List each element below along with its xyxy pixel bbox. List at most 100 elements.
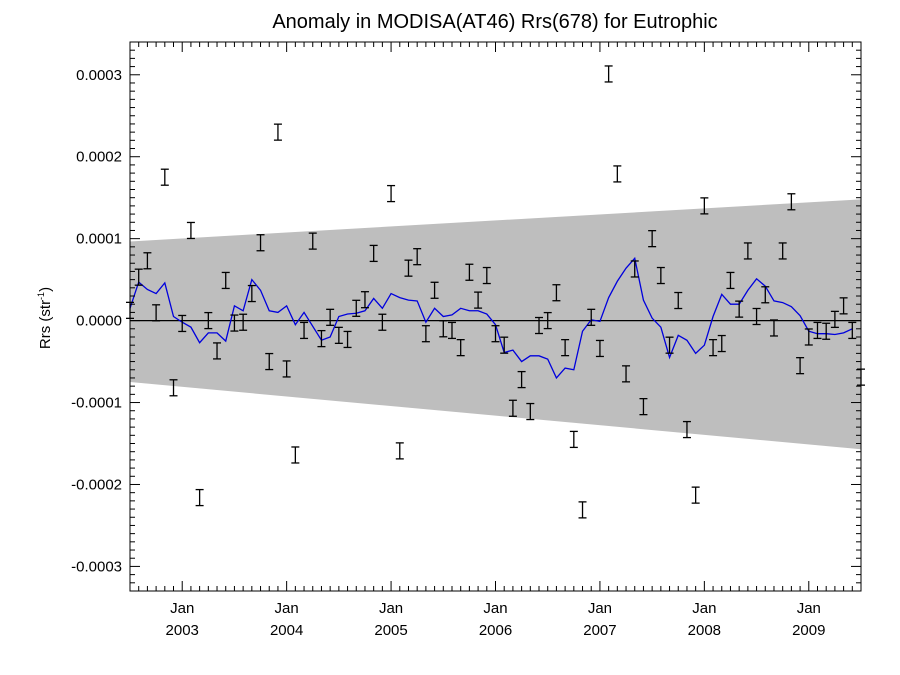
error-bar-point xyxy=(813,321,822,340)
x-tick-year-label: 2007 xyxy=(583,622,616,639)
error-bar-point xyxy=(761,286,770,304)
y-axis-label-superscript: -1 xyxy=(36,292,46,300)
error-bar-point xyxy=(352,299,361,317)
y-axis-label: Rrs (str-1) xyxy=(36,287,54,349)
error-bar-point xyxy=(230,314,239,332)
error-bar-point xyxy=(413,248,422,266)
error-bar-point xyxy=(256,234,265,252)
error-bar-point xyxy=(474,291,483,309)
error-bar-point xyxy=(595,339,604,358)
error-bar-point xyxy=(300,321,309,340)
error-bar-point xyxy=(709,338,718,357)
error-bar-point xyxy=(752,307,761,326)
error-bar-point xyxy=(769,319,778,337)
error-bar-point xyxy=(578,501,587,519)
x-tick-month-label: Jan xyxy=(275,600,299,617)
y-tick-label: -0.0002 xyxy=(71,476,122,493)
error-bar-point xyxy=(839,297,848,315)
error-bar-point xyxy=(848,321,857,340)
error-bar-point xyxy=(152,304,161,322)
error-bar-point xyxy=(273,123,282,141)
error-bar-point xyxy=(160,168,169,186)
x-tick-year-label: 2009 xyxy=(792,622,825,639)
error-bar-point xyxy=(378,313,387,331)
error-bar-point xyxy=(282,360,291,378)
error-bar-point xyxy=(656,266,665,285)
error-bar-point xyxy=(778,242,787,260)
error-bar-point xyxy=(456,338,465,357)
error-bar-point xyxy=(343,330,352,349)
error-bar-point xyxy=(178,314,187,333)
error-bar-point xyxy=(204,311,213,330)
error-bar-point xyxy=(439,320,448,338)
error-bar-point xyxy=(317,329,326,348)
error-bar-point xyxy=(421,325,430,343)
smoothed-anomaly-line xyxy=(129,256,853,380)
error-bar-point xyxy=(535,316,544,335)
error-bar-point xyxy=(334,326,343,344)
error-bar-point xyxy=(360,291,369,309)
x-tick-month-label: Jan xyxy=(692,600,716,617)
error-bar-point xyxy=(430,281,439,299)
x-tick-year-label: 2004 xyxy=(270,622,303,639)
error-bar-point xyxy=(561,338,570,357)
y-axis-label-suffix: ) xyxy=(37,287,54,292)
y-tick-layer: 0.0003 0.0002 0.0001 0.0000 -0.0001 -0.0002 -0… xyxy=(71,41,861,592)
error-bar-point xyxy=(630,260,639,278)
error-bar-point xyxy=(796,357,805,375)
x-tick-year-label: 2005 xyxy=(374,622,407,639)
error-bar-point xyxy=(186,221,195,240)
error-bar-point xyxy=(822,322,831,340)
error-bar-point xyxy=(613,165,622,183)
x-tick-year-label: 2003 xyxy=(166,622,199,639)
error-bar-point xyxy=(552,284,561,302)
error-bar-point xyxy=(247,284,256,303)
error-bar-point xyxy=(465,263,474,281)
smoothed-line-layer xyxy=(129,256,853,380)
error-bar-point xyxy=(326,308,335,326)
x-tick-month-label: Jan xyxy=(170,600,194,617)
error-bar-point xyxy=(143,252,152,270)
y-tick-label: 0.0000 xyxy=(76,313,122,330)
y-tick-label: -0.0001 xyxy=(71,395,122,412)
x-tick-month-label: Jan xyxy=(588,600,612,617)
error-bar-point xyxy=(308,232,317,250)
error-bar-point xyxy=(526,402,535,421)
error-bar-point xyxy=(369,244,378,263)
x-tick-month-label: Jan xyxy=(379,600,403,617)
y-tick-label: 0.0001 xyxy=(76,231,122,248)
error-bar-layer xyxy=(126,65,865,519)
chart-title: Anomaly in MODISA(AT46) Rrs(678) for Eut… xyxy=(272,11,717,33)
error-bar-point xyxy=(134,268,143,286)
error-bar-point xyxy=(587,308,596,326)
error-bar-point xyxy=(500,336,509,354)
x-tick-month-label: Jan xyxy=(797,600,821,617)
error-bar-point xyxy=(700,197,709,215)
error-bar-point xyxy=(491,325,500,343)
error-bar-point xyxy=(622,365,631,383)
y-tick-label: -0.0003 xyxy=(71,558,122,575)
error-bar-point xyxy=(830,310,839,329)
y-tick-label: 0.0002 xyxy=(76,149,122,166)
error-bar-point xyxy=(239,313,248,331)
error-bar-point xyxy=(543,311,552,330)
error-bar-point xyxy=(404,259,413,277)
error-bar-point xyxy=(743,242,752,260)
x-tick-year-label: 2006 xyxy=(479,622,512,639)
error-bar-point xyxy=(674,291,683,310)
error-bar-point xyxy=(221,271,230,290)
error-bar-point xyxy=(291,446,300,464)
error-bar-point xyxy=(195,488,204,507)
error-bar-point xyxy=(482,266,491,285)
error-bar-point xyxy=(804,328,813,346)
error-bar-point xyxy=(213,342,222,360)
error-bar-point xyxy=(387,184,396,203)
error-bar-point xyxy=(508,399,517,417)
error-bar-point xyxy=(717,334,726,353)
error-bar-point xyxy=(648,230,657,248)
x-tick-year-label: 2008 xyxy=(688,622,721,639)
error-bar-point xyxy=(665,336,674,354)
error-bar-point xyxy=(517,370,526,389)
error-bar-point xyxy=(639,397,648,416)
